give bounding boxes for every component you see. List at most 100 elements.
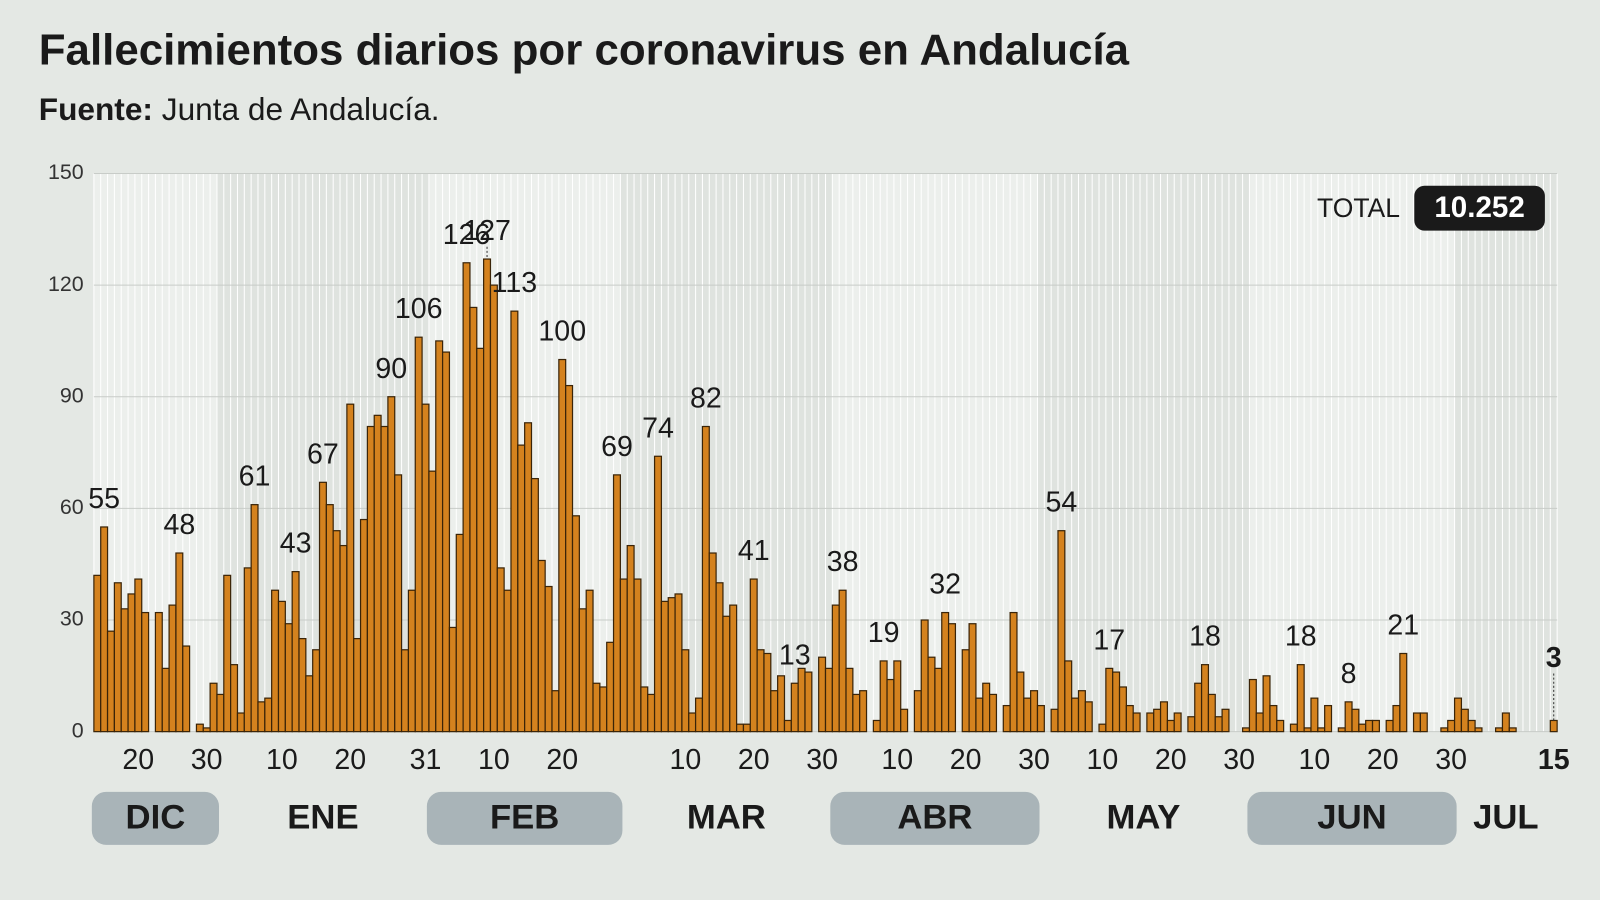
- month-label: ABR: [897, 799, 972, 837]
- x-tick-label: 20: [1367, 744, 1399, 776]
- month-label: ENE: [287, 799, 358, 837]
- bar: [250, 504, 259, 733]
- bar: [633, 578, 642, 733]
- bar: [387, 396, 396, 733]
- subtitle: Fuente: Junta de Andalucía.: [39, 92, 440, 128]
- bar: [1146, 712, 1155, 733]
- bar: [1358, 723, 1367, 733]
- x-tick-label: 10: [669, 744, 701, 776]
- bar: [1166, 719, 1175, 733]
- value-label: 67: [307, 438, 339, 470]
- bar: [537, 559, 546, 733]
- value-label: 17: [1093, 624, 1125, 656]
- bar: [1009, 611, 1018, 733]
- value-label: 126: [443, 219, 491, 251]
- month-band: [1037, 173, 1250, 732]
- bar: [175, 552, 184, 733]
- bar: [599, 686, 608, 733]
- bar: [838, 589, 847, 733]
- bar: [428, 470, 437, 733]
- bar: [941, 611, 950, 733]
- bar: [1412, 712, 1422, 733]
- bar: [578, 608, 587, 733]
- bar: [1392, 704, 1401, 733]
- bar: [544, 585, 553, 733]
- bar: [900, 708, 909, 733]
- bar: [1344, 701, 1353, 733]
- value-label: 127: [463, 215, 511, 247]
- bar: [1501, 712, 1510, 733]
- bar: [100, 526, 109, 733]
- month-band: [1454, 173, 1558, 732]
- bar: [1508, 727, 1517, 733]
- bar: [346, 403, 355, 733]
- x-tick-label: 10: [881, 744, 913, 776]
- bar: [312, 649, 321, 733]
- bar: [1105, 667, 1114, 733]
- bar: [298, 637, 307, 733]
- bar: [168, 604, 177, 733]
- x-tick-label: 20: [334, 744, 366, 776]
- bar: [660, 600, 669, 733]
- bar: [195, 723, 204, 733]
- bar: [989, 693, 998, 733]
- bar: [886, 678, 895, 733]
- bar: [332, 530, 341, 733]
- bar: [558, 358, 567, 733]
- bar: [653, 455, 663, 733]
- month-label: JUL: [1473, 799, 1539, 837]
- bar: [1023, 697, 1032, 733]
- value-label: 3: [1546, 642, 1562, 674]
- value-label: 43: [280, 528, 312, 560]
- value-label: 54: [1046, 487, 1078, 519]
- bar: [688, 712, 697, 733]
- bar: [407, 589, 416, 733]
- bar: [510, 310, 519, 733]
- bar: [373, 414, 382, 733]
- bar: [318, 481, 327, 733]
- bar: [606, 641, 615, 733]
- bar: [585, 589, 594, 733]
- bar: [448, 626, 457, 733]
- bar: [1289, 723, 1298, 733]
- x-tick-label: 30: [1018, 744, 1050, 776]
- bar: [1440, 727, 1449, 733]
- month-pill: [830, 791, 1040, 845]
- month-pill: [426, 791, 623, 845]
- bar: [236, 712, 245, 733]
- bar: [106, 630, 116, 733]
- bar: [161, 667, 170, 733]
- bar: [1132, 712, 1141, 733]
- bar: [831, 604, 840, 733]
- x-tick-label: 10: [266, 744, 298, 776]
- bar: [113, 582, 122, 733]
- x-tick-label: 20: [1155, 744, 1187, 776]
- value-label: 55: [88, 483, 120, 515]
- bar: [421, 403, 430, 733]
- bar: [1262, 675, 1271, 733]
- bar: [1365, 719, 1374, 733]
- bar: [530, 477, 539, 733]
- bar: [1296, 664, 1305, 733]
- bar: [1118, 686, 1127, 733]
- bar: [182, 645, 191, 733]
- value-label: 74: [642, 412, 674, 444]
- bar: [1453, 697, 1463, 733]
- bar: [414, 336, 423, 733]
- bar: [1337, 727, 1346, 733]
- bar: [612, 474, 621, 733]
- bar: [154, 611, 163, 733]
- source: Junta de Andalucía.: [162, 92, 440, 128]
- bar: [1351, 708, 1360, 733]
- x-tick-label: 20: [546, 744, 578, 776]
- bar: [496, 567, 505, 733]
- bar: [722, 615, 731, 733]
- x-tick-label: 30: [1435, 744, 1467, 776]
- bar: [749, 578, 758, 733]
- bar: [1036, 704, 1045, 733]
- bar: [975, 697, 984, 733]
- bar: [571, 515, 580, 733]
- value-label: 21: [1387, 610, 1419, 642]
- bar: [455, 533, 464, 733]
